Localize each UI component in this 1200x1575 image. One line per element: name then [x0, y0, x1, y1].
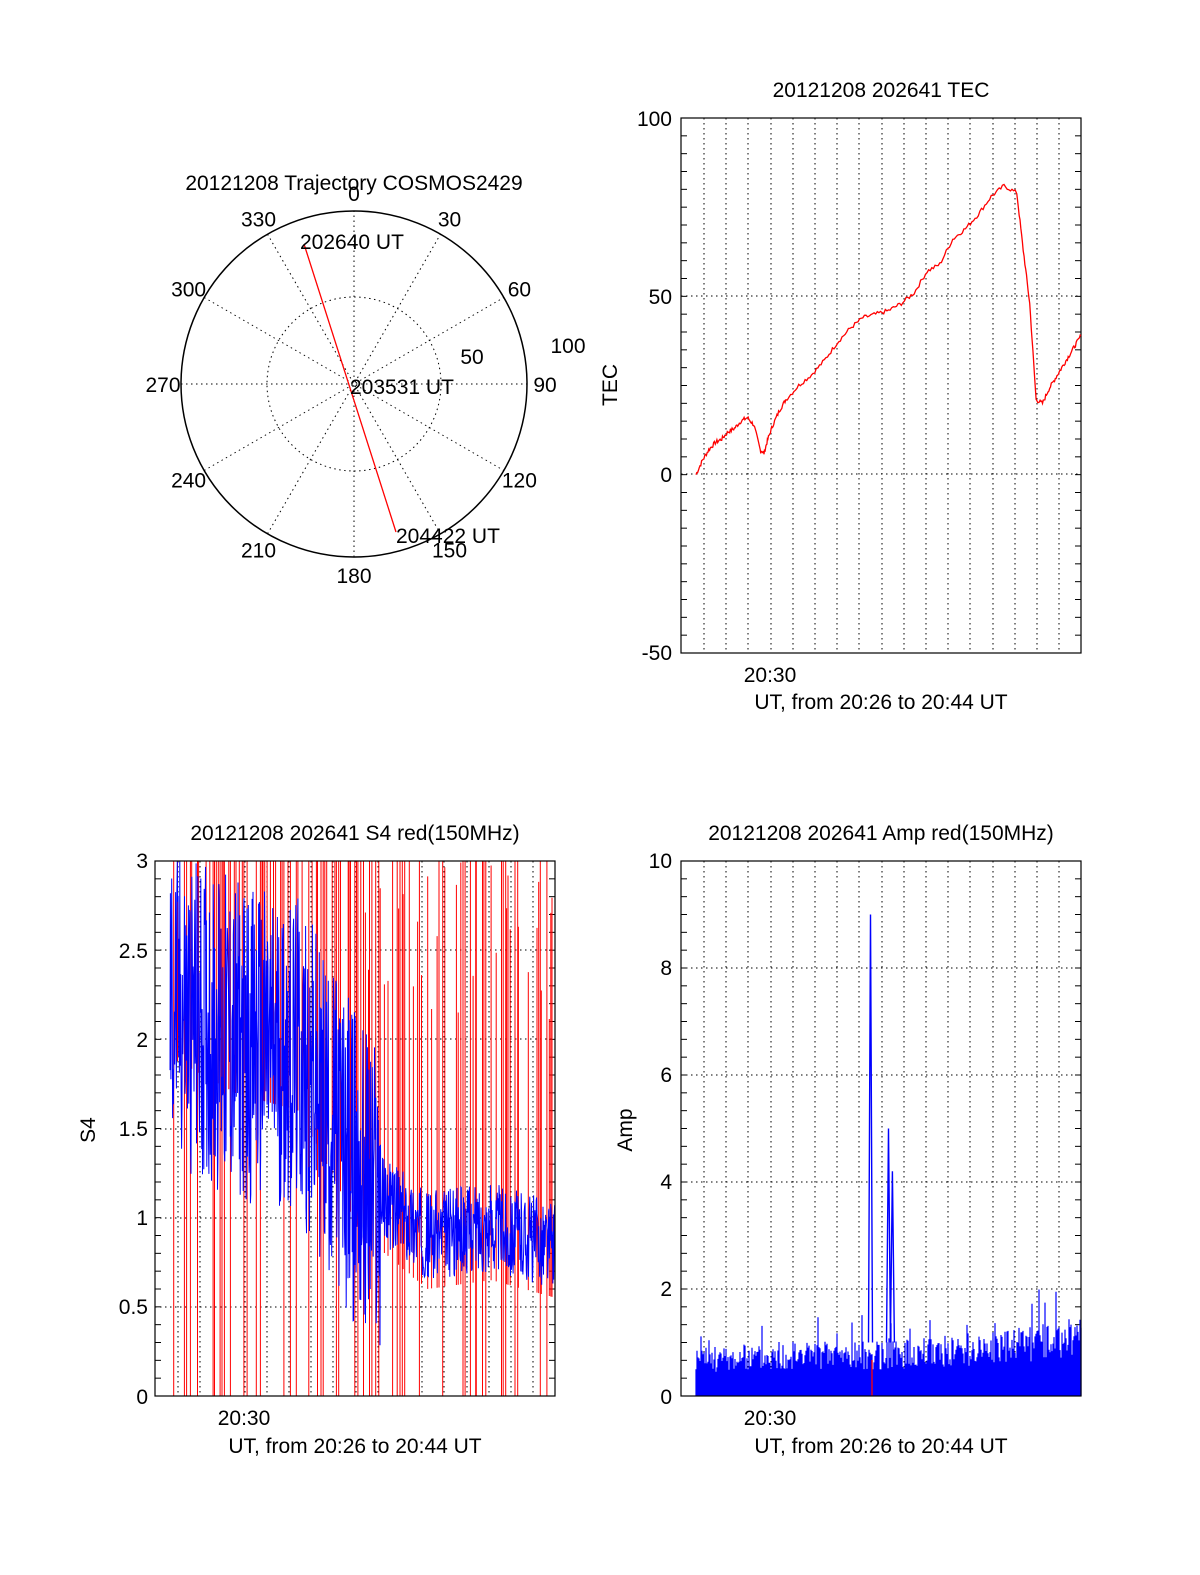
amp-xlabel: UT, from 20:26 to 20:44 UT — [754, 1435, 1007, 1458]
amp-ytick-8: 8 — [660, 957, 672, 980]
amp-ytick-2: 2 — [660, 1278, 672, 1301]
tec-series-line — [695, 183, 1082, 475]
amp-blue-series — [695, 914, 1082, 1396]
polar-radius-label-100: 100 — [550, 335, 585, 358]
tec-ytick-50: 50 — [649, 286, 672, 309]
tec-xlabel: UT, from 20:26 to 20:44 UT — [754, 691, 1007, 714]
polar-azimuth-label: 0 — [348, 183, 360, 206]
polar-annotation-mid: 203531 UT — [350, 376, 454, 399]
polar-annotation-end: 204422 UT — [396, 525, 500, 548]
tec-ytick-100: 100 — [637, 108, 672, 131]
amp-xtick-2030: 20:30 — [744, 1407, 797, 1430]
polar-azimuth-label: 330 — [241, 209, 276, 232]
s4-xlabel: UT, from 20:26 to 20:44 UT — [228, 1435, 481, 1458]
tec-grid — [681, 117, 1081, 653]
amp-plot-frame — [680, 860, 1082, 1397]
polar-azimuth-labels: 0 30 60 90 120 150 180 210 240 270 300 330 — [145, 183, 556, 588]
s4-ytick-0: 0 — [136, 1386, 148, 1409]
polar-azimuth-label: 150 — [432, 539, 467, 562]
polar-azimuth-label: 270 — [145, 374, 180, 397]
s4-ytick-3: 3 — [136, 850, 148, 873]
amp-ytick-10: 10 — [649, 850, 672, 873]
polar-azimuth-label: 90 — [533, 374, 556, 397]
tec-title: 20121208 202641 TEC — [773, 79, 990, 102]
tec-ylabel: TEC — [599, 364, 622, 406]
polar-track-line — [303, 243, 397, 533]
s4-ytick-1-5: 1.5 — [119, 1118, 148, 1141]
polar-azimuth-label: 300 — [171, 279, 206, 302]
tec-plot-frame — [680, 117, 1082, 654]
polar-azimuth-label: 30 — [438, 209, 461, 232]
s4-blue-series — [169, 860, 556, 1346]
polar-azimuth-label: 210 — [241, 539, 276, 562]
polar-radius-label-50: 50 — [460, 346, 483, 369]
amp-ytick-0: 0 — [660, 1386, 672, 1409]
amp-panel: 20121208 202641 Amp red(150MHz) 10 8 6 4… — [614, 822, 1082, 1458]
tec-ytick-0: 0 — [660, 464, 672, 487]
tec-panel: 20121208 202641 TEC 100 50 0 -50 20:30 U… — [599, 79, 1082, 714]
amp-grid — [681, 860, 1081, 1397]
amp-ytick-6: 6 — [660, 1064, 672, 1087]
amp-blue-bars — [695, 1289, 1082, 1396]
polar-azimuth-label: 180 — [336, 565, 371, 588]
s4-ytick-0-5: 0.5 — [119, 1296, 148, 1319]
polar-annotation-start: 202640 UT — [300, 231, 404, 254]
polar-azimuth-label: 120 — [502, 470, 537, 493]
s4-plot-frame — [154, 860, 556, 1397]
polar-azimuth-label: 240 — [171, 470, 206, 493]
amp-title: 20121208 202641 Amp red(150MHz) — [708, 822, 1054, 845]
amp-ytick-4: 4 — [660, 1171, 672, 1194]
polar-title: 20121208 Trajectory COSMOS2429 — [185, 172, 522, 195]
s4-ylabel: S4 — [77, 1117, 100, 1143]
amp-peak — [867, 914, 874, 1343]
s4-panel: 20121208 202641 S4 red(150MHz) 3 2.5 2 1… — [77, 822, 556, 1458]
tec-ytick-neg50: -50 — [642, 642, 672, 665]
polar-panel: 20121208 Trajectory COSMOS2429 0 30 60 90 12… — [145, 172, 585, 588]
amp-ylabel: Amp — [614, 1108, 637, 1151]
polar-azimuth-label: 60 — [508, 279, 531, 302]
amp-peak — [889, 1171, 896, 1343]
s4-ytick-2-5: 2.5 — [119, 940, 148, 963]
s4-xtick-2030: 20:30 — [218, 1407, 271, 1430]
tec-xtick-2030: 20:30 — [744, 664, 797, 687]
s4-title: 20121208 202641 S4 red(150MHz) — [190, 822, 519, 845]
s4-ytick-2: 2 — [136, 1029, 148, 1052]
s4-ytick-1: 1 — [136, 1207, 148, 1230]
amp-peak — [885, 1128, 892, 1343]
